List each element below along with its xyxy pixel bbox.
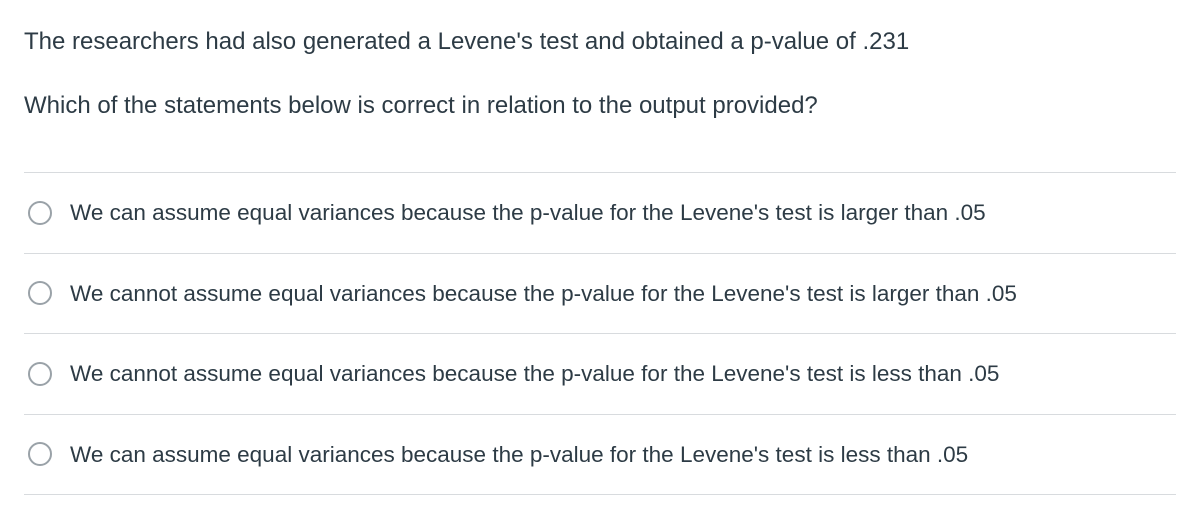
options-list: We can assume equal variances because th… xyxy=(24,172,1176,495)
option-row[interactable]: We cannot assume equal variances because… xyxy=(24,253,1176,334)
question-line-1: The researchers had also generated a Lev… xyxy=(24,24,1176,60)
radio-input[interactable] xyxy=(28,201,52,225)
radio-input[interactable] xyxy=(28,362,52,386)
option-label: We cannot assume equal variances because… xyxy=(70,278,1017,310)
option-label: We can assume equal variances because th… xyxy=(70,197,986,229)
option-label: We can assume equal variances because th… xyxy=(70,439,968,471)
option-row[interactable]: We cannot assume equal variances because… xyxy=(24,333,1176,414)
option-label: We cannot assume equal variances because… xyxy=(70,358,999,390)
option-row[interactable]: We can assume equal variances because th… xyxy=(24,172,1176,253)
question-line-2: Which of the statements below is correct… xyxy=(24,88,1176,124)
radio-input[interactable] xyxy=(28,281,52,305)
radio-input[interactable] xyxy=(28,442,52,466)
option-row[interactable]: We can assume equal variances because th… xyxy=(24,414,1176,496)
question-stem: The researchers had also generated a Lev… xyxy=(24,24,1176,124)
